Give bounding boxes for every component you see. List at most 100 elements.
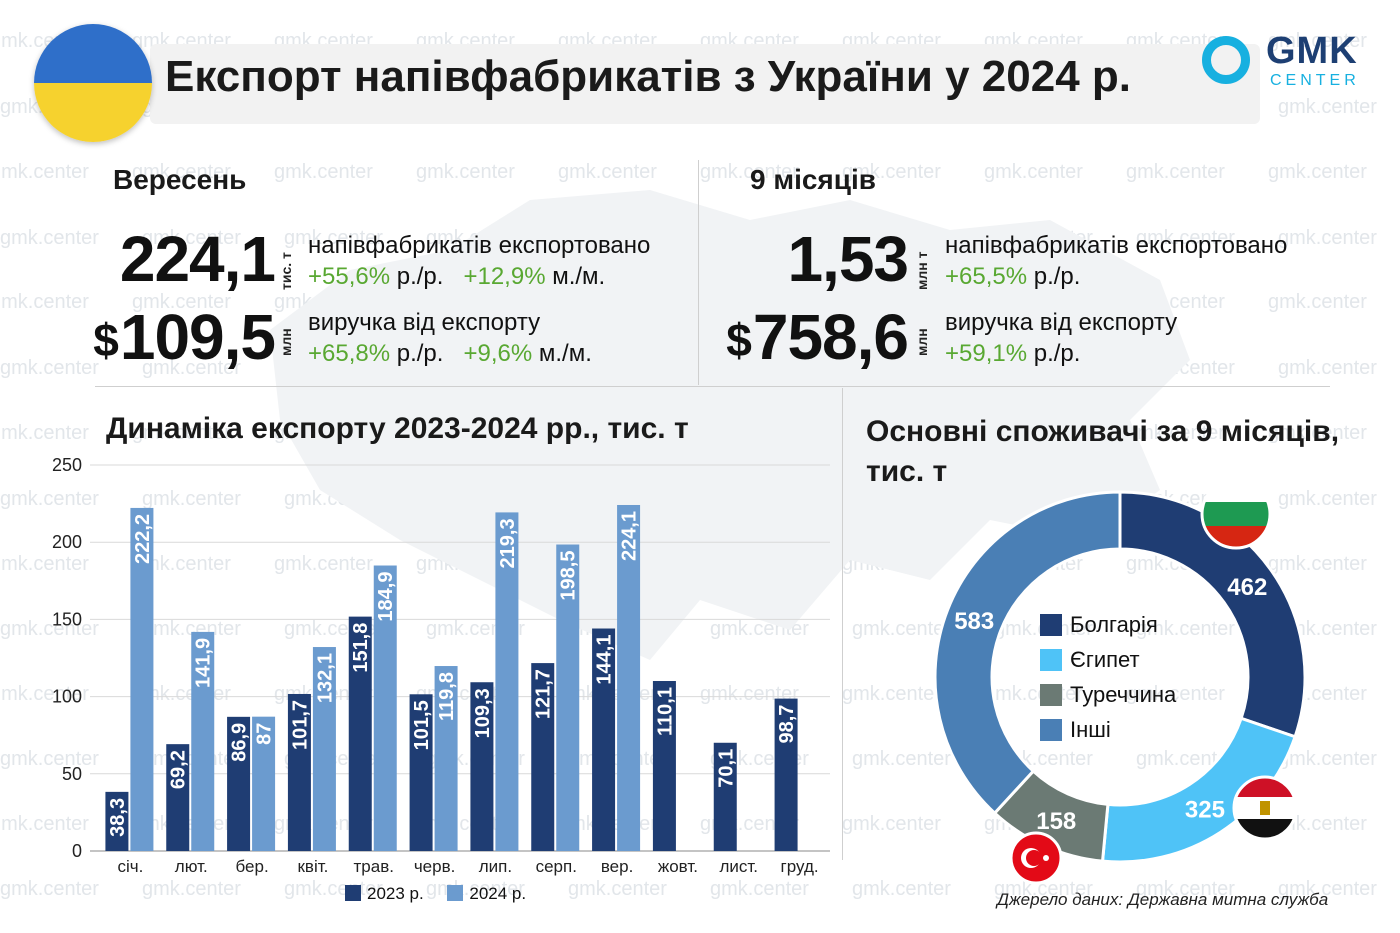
september-heading: Вересень [113,164,247,195]
mom-suffix: м./м. [552,263,606,290]
nine-months-revenue: $758,6 [700,300,909,374]
x-tick-label: трав. [354,857,394,876]
flag-crescent-cut [1026,850,1042,866]
x-tick-label: лип. [479,857,512,876]
donut-legend-item: Єгипет [1040,647,1176,682]
donut-value-label: 325 [1185,796,1225,823]
september-volume-yoy: +55,6% [308,263,391,290]
donut-legend: Болгарія Єгипет Туреччина Інші [1040,612,1176,752]
bar-value-label: 119,8 [436,672,458,721]
bar-2024 [495,512,519,851]
legend-label-bulgaria: Болгарія [1070,612,1158,637]
flag-star [1043,855,1049,861]
flag-emblem [1260,801,1270,815]
september-revenue-yoy: +65,8% [308,340,391,367]
x-tick-label: жовт. [658,857,698,876]
bar-2023 [409,694,433,851]
bar-2024 [312,647,336,851]
nine-months-volume-changes: +65,5% р./р. [945,263,1080,291]
currency-symbol: $ [726,314,752,366]
bar-value-label: 110,1 [654,687,676,736]
donut-title-text: Основні споживачі за 9 місяців, тис. т [866,415,1340,488]
september-volume-value: 224,1 [119,223,276,295]
september-revenue-desc: виручка від експорту [308,309,541,336]
header-band [150,44,1260,124]
x-tick-label: січ. [117,857,143,876]
september-volume-desc: напівфабрикатів експортовано [308,232,651,259]
september-revenue-value: 109,5 [119,301,276,373]
y-tick-label: 0 [72,841,82,861]
nine-months-revenue-value: 758,6 [752,301,909,373]
bar-2024 [617,504,641,851]
legend-swatch-other [1040,719,1062,741]
bar-2023 [713,742,737,851]
x-tick-label: серп. [536,857,577,876]
bar-2024 [252,716,276,851]
legend-swatch-egypt [1040,649,1062,671]
bar-value-label: 151,8 [350,623,372,673]
bar-value-label: 219,3 [497,518,519,568]
bar-value-label: 132,1 [314,653,336,703]
stats-bottom-divider [95,386,1330,387]
legend-swatch-2023 [345,885,361,901]
september-volume-changes: +55,6% р./р. +12,9% м./м. [308,263,605,291]
bar-2024 [373,565,397,851]
legend-swatch-2024 [447,885,464,901]
bar-value-label: 144,1 [594,635,616,685]
yoy-suffix: р./р. [1033,340,1081,367]
bar-2024 [556,544,580,851]
donut-legend-item: Туреччина [1040,682,1176,717]
bar-value-label: 98,7 [776,705,798,744]
x-tick-label: лют. [175,857,208,876]
flag-border [1200,478,1272,550]
bar-value-label: 86,9 [229,723,251,762]
bar-2024 [434,666,458,851]
flag-border [1232,775,1298,841]
bar-2023 [287,693,311,851]
gmk-center-logo: GMK CENTER [1200,30,1375,90]
charts-divider [842,388,843,860]
legend-label-2023: 2023 р. [367,884,424,903]
yoy-suffix: р./р. [396,263,444,290]
nine-months-revenue-yoy: +59,1% [945,340,1028,367]
bar-2023 [531,663,555,851]
september-revenue: $109,5 [70,300,276,374]
september-revenue-mom: +9,6% [463,340,533,367]
donut-legend-item: Болгарія [1040,612,1176,647]
nine-months-revenue-desc: виручка від експорту [945,309,1178,336]
logo-ring-icon [1202,36,1250,84]
bar-2023 [470,682,494,851]
bar-value-label: 69,2 [168,750,190,789]
september-volume-mom: +12,9% [463,263,546,290]
legend-swatch-turkey [1040,684,1062,706]
september-revenue-changes: +65,8% р./р. +9,6% м./м. [308,340,592,368]
legend-label-other: Інші [1070,717,1111,742]
bar-value-label: 198,5 [558,551,580,601]
bar-value-label: 70,1 [715,749,737,788]
legend-label-2024: 2024 р. [469,884,527,903]
yoy-suffix: р./р. [1033,263,1081,290]
x-tick-label: лист. [719,857,758,876]
donut-chart-title: Основні споживачі за 9 місяців, тис. т [866,412,1366,492]
currency-symbol: $ [93,314,119,366]
bar-2023 [774,698,798,851]
donut-slice-3 [933,490,1122,816]
bar-2023 [348,616,372,851]
donut-value-label: 583 [954,608,994,635]
nine-months-heading: 9 місяців [750,164,876,195]
nine-months-volume-value: 1,53 [787,223,909,295]
nine-months-volume-yoy: +65,5% [945,263,1028,290]
donut-legend-item: Інші [1040,717,1176,752]
nine-months-revenue-changes: +59,1% р./р. [945,340,1080,368]
logo-bottom-text: CENTER [1270,72,1360,89]
legend-label-turkey: Туреччина [1070,682,1177,707]
bar-value-label: 87 [254,723,276,745]
mom-suffix: м./м. [538,340,592,367]
logo-top-text: GMK [1266,30,1358,72]
x-tick-label: бер. [235,857,268,876]
bar-value-label: 109,3 [472,688,494,738]
bar-value-label: 38,3 [107,798,129,837]
bar-value-label: 184,9 [375,572,397,622]
data-source: Джерело даних: Державна митна служба [997,890,1329,909]
y-tick-label: 150 [52,609,82,629]
